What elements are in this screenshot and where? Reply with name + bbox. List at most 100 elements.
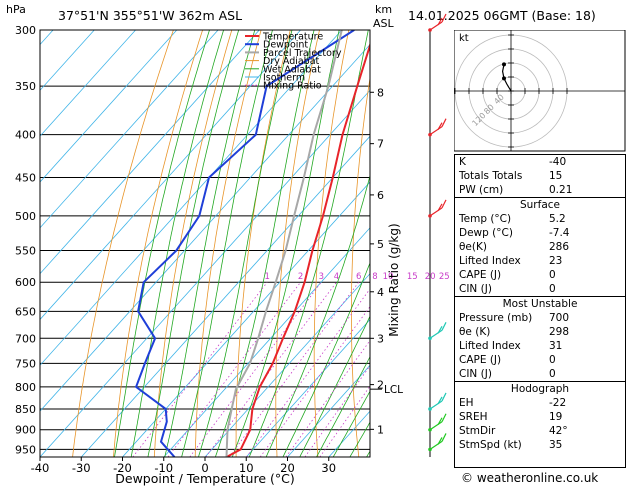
- pressure-tick-800: 800: [15, 381, 36, 394]
- mixing-ratio-line-10: [259, 305, 370, 457]
- x-tick--30: -30: [72, 461, 91, 475]
- hodograph-row-2-key: SREH: [459, 411, 488, 423]
- pressure-tick-700: 700: [15, 332, 36, 345]
- most-unstable-row-4-key: CAPE (J): [459, 354, 502, 366]
- isotherm--40: [40, 89, 370, 457]
- svg-text:Mixing Ratio: Mixing Ratio: [263, 81, 322, 91]
- height-tick-1: 1: [377, 423, 384, 436]
- height-tick-6: 6: [377, 189, 384, 202]
- wind-barb-850: [428, 392, 447, 411]
- wet-adiabat-0: [198, 30, 293, 457]
- pressure-unit: hPa: [6, 3, 26, 16]
- surface-row-1-value: 5.2: [549, 213, 566, 225]
- svg-text:Wet Adiabat: Wet Adiabat: [263, 64, 321, 75]
- most-unstable-row-4-value: 0: [549, 354, 556, 366]
- hodograph-unit: kt: [459, 33, 469, 44]
- legend-item-dry-adiabat: Dry Adiabat: [245, 56, 320, 67]
- legend-item-wet-adiabat: Wet Adiabat: [245, 64, 321, 75]
- pressure-tick-950: 950: [15, 443, 36, 456]
- mixing-ratio-label-10: 10: [383, 272, 394, 282]
- indices-table: K -40 Totals Totals 15 PW (cm) 0.21 Surface Tem…: [454, 154, 626, 468]
- isotherm--110: [40, 30, 136, 137]
- pressure-tick-500: 500: [15, 210, 36, 223]
- mixing-ratio-label-8: 8: [372, 272, 377, 282]
- legend-item-dewpoint: Dewpoint: [245, 40, 308, 51]
- x-tick-30: 30: [321, 461, 336, 475]
- mixing-ratio-line-8: [246, 288, 370, 457]
- pressure-tick-600: 600: [15, 276, 36, 289]
- wind-barb-700: [428, 322, 447, 341]
- wind-barb-900: [428, 413, 447, 432]
- pressure-tick-750: 750: [15, 357, 36, 370]
- wet-adiabat-20: [282, 261, 370, 457]
- copyright: © weatheronline.co.uk: [461, 471, 599, 485]
- mixing-ratio-line-20: [304, 365, 370, 457]
- lcl-label: LCL: [384, 384, 403, 396]
- height-tick-5: 5: [377, 238, 384, 251]
- isotherm--140: [0, 30, 12, 457]
- pressure-tick-650: 650: [15, 305, 36, 318]
- wind-barb-500: [428, 199, 447, 218]
- index-row-2: Totals Totals 15: [455, 169, 625, 183]
- most-unstable-row-5-value: 0: [549, 368, 556, 380]
- x-tick-20: 20: [280, 461, 295, 475]
- svg-text:Dry Adiabat: Dry Adiabat: [263, 56, 320, 67]
- wind-barb-400: [428, 118, 447, 137]
- series-temperature: [226, 42, 370, 457]
- surface-row-3-key: θe(K): [459, 241, 487, 253]
- mixing-ratio-line-25: [319, 385, 370, 457]
- height-tick-8: 8: [377, 86, 384, 99]
- svg-text:Isotherm: Isotherm: [263, 73, 305, 84]
- wet-adiabat--16: [130, 30, 224, 457]
- surface-row-5-value: 0: [549, 269, 556, 281]
- surface-row-5: CAPE (J) 0: [455, 268, 625, 282]
- surface-row-6: CIN (J) 0: [455, 282, 625, 296]
- wet-adiabat--12: [147, 30, 240, 457]
- most-unstable-row-2-value: 298: [549, 326, 570, 338]
- hodograph-row-2: SREH 19: [455, 410, 625, 424]
- surface-row-2-value: -7.4: [549, 227, 570, 239]
- mixing-ratio-label-4: 4: [334, 272, 339, 282]
- isotherm--80: [40, 30, 260, 275]
- surface-row-6-value: 0: [549, 283, 556, 295]
- mixing-ratio-label-6: 6: [356, 272, 361, 282]
- wet-adiabat-4: [214, 30, 315, 457]
- wet-adiabat-8: [231, 30, 340, 457]
- pressure-tick-300: 300: [15, 24, 36, 37]
- dry-adiabat-30: [313, 30, 350, 457]
- wet-adiabat-28: [316, 355, 370, 457]
- dry-adiabat-0: [194, 30, 262, 457]
- surface-row-4: Lifted Index 23: [455, 254, 625, 268]
- pressure-tick-350: 350: [15, 80, 36, 93]
- height-unit-km: km: [375, 3, 393, 16]
- dry-adiabat--20: [113, 30, 203, 457]
- most-unstable-row-3-value: 31: [549, 340, 563, 352]
- most-unstable-header: Most Unstable: [455, 296, 625, 311]
- dry-adiabat-40: [351, 75, 370, 457]
- wind-barb-300: [428, 13, 447, 32]
- series-dewpoint: [134, 30, 355, 457]
- hodograph-row-1-value: -22: [549, 397, 567, 409]
- svg-text:Dewpoint: Dewpoint: [263, 40, 308, 51]
- dry-adiabat-60: [422, 30, 440, 457]
- x-tick--10: -10: [154, 461, 173, 475]
- surface-header: Surface: [455, 197, 625, 212]
- hodograph-row-4-key: StmSpd (kt): [459, 439, 522, 451]
- pressure-tick-400: 400: [15, 129, 36, 142]
- isotherm--30: [81, 135, 370, 457]
- pressure-tick-900: 900: [15, 424, 36, 437]
- surface-row-2-key: Dewp (°C): [459, 227, 513, 239]
- most-unstable-row-3: Lifted Index 31: [455, 339, 625, 353]
- pressure-tick-550: 550: [15, 245, 36, 258]
- wet-adiabat-16: [265, 174, 370, 457]
- most-unstable-row-4: CAPE (J) 0: [455, 353, 625, 367]
- wind-barb-950: [428, 433, 447, 452]
- mixing-ratio-label-3: 3: [319, 272, 324, 282]
- x-axis-label: Dewpoint / Temperature (°C): [115, 471, 294, 486]
- mixing-ratio-label-25: 25: [439, 272, 450, 282]
- surface-row-1: Temp (°C) 5.2: [455, 212, 625, 226]
- surface-row-5-key: CAPE (J): [459, 269, 502, 281]
- mixing-ratio-axis-label: Mixing Ratio (g/kg): [387, 223, 401, 336]
- surface-row-4-value: 23: [549, 255, 563, 267]
